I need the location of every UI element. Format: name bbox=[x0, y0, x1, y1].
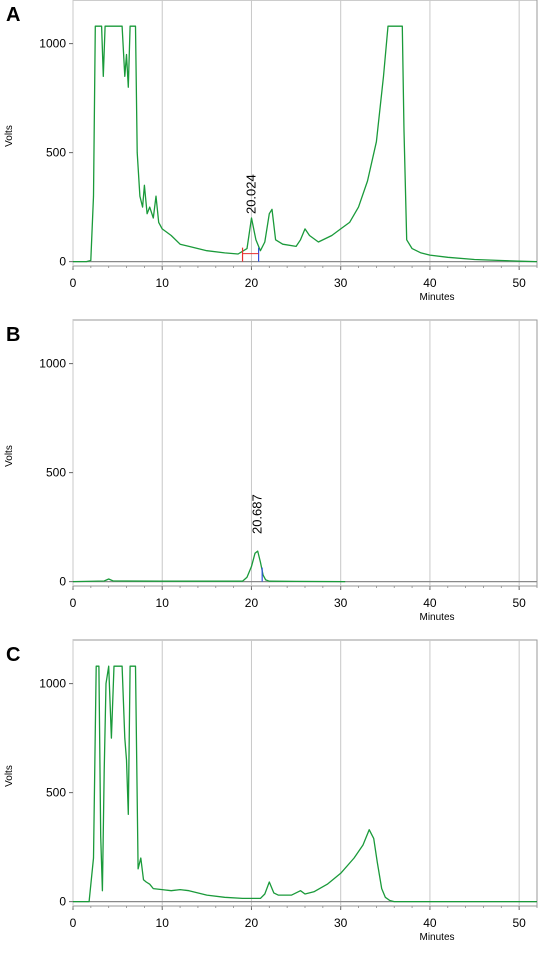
chromatogram-trace bbox=[73, 25, 538, 263]
y-axis-title: Volts bbox=[4, 445, 15, 467]
x-tick-label: 0 bbox=[70, 596, 77, 610]
y-axis-title: Volts bbox=[4, 125, 15, 147]
x-tick-label: 0 bbox=[70, 916, 77, 930]
x-tick-label: 20 bbox=[245, 276, 259, 290]
x-tick-label: 50 bbox=[512, 916, 526, 930]
y-tick-label: 1000 bbox=[39, 677, 66, 691]
x-tick-label: 40 bbox=[423, 916, 437, 930]
plot-frame bbox=[72, 639, 538, 907]
panel-b: B 0 10 20 30 40 50 0 500 1000 Minutes Volts 20.687 bbox=[0, 319, 540, 640]
x-tick-label: 30 bbox=[334, 276, 348, 290]
y-tick-label: 0 bbox=[59, 575, 66, 589]
x-tick-label: 10 bbox=[156, 596, 170, 610]
y-tick-label: 0 bbox=[59, 895, 66, 909]
x-axis-title: Minutes bbox=[419, 612, 454, 623]
x-axis-title: Minutes bbox=[419, 292, 454, 303]
chromatogram-trace bbox=[73, 665, 537, 903]
y-tick-label: 0 bbox=[59, 255, 66, 269]
panel-a: A 0 10 20 30 40 50 0 500 1000 Minutes Volts 20.024 bbox=[0, 0, 540, 320]
x-tick-label: 0 bbox=[70, 276, 77, 290]
x-tick-label: 30 bbox=[334, 596, 348, 610]
y-axis-title: Volts bbox=[4, 765, 15, 787]
panel-label: A bbox=[6, 4, 21, 26]
panel-label: C bbox=[6, 644, 21, 666]
y-tick-label: 500 bbox=[46, 466, 66, 480]
x-tick-label: 40 bbox=[423, 596, 437, 610]
plot-frame bbox=[72, 0, 538, 267]
y-tick-label: 500 bbox=[46, 786, 66, 800]
panel-c: C 0 10 20 30 40 50 0 500 1000 Minutes Volts bbox=[0, 639, 540, 960]
x-tick-label: 20 bbox=[245, 916, 259, 930]
x-tick-label: 10 bbox=[156, 916, 170, 930]
y-tick-label: 1000 bbox=[39, 37, 66, 51]
y-tick-label: 1000 bbox=[39, 357, 66, 371]
chromatogram-trace bbox=[72, 550, 346, 583]
peak-label: 20.024 bbox=[243, 174, 258, 214]
x-tick-label: 20 bbox=[245, 596, 259, 610]
x-tick-label: 10 bbox=[156, 276, 170, 290]
x-tick-label: 40 bbox=[423, 276, 437, 290]
panel-label: B bbox=[6, 324, 21, 346]
y-tick-label: 500 bbox=[46, 146, 66, 160]
plot-frame bbox=[72, 319, 538, 587]
x-tick-label: 50 bbox=[512, 596, 526, 610]
peak-label: 20.687 bbox=[250, 494, 265, 534]
x-tick-label: 50 bbox=[512, 276, 526, 290]
x-tick-label: 30 bbox=[334, 916, 348, 930]
x-axis-title: Minutes bbox=[419, 932, 454, 943]
